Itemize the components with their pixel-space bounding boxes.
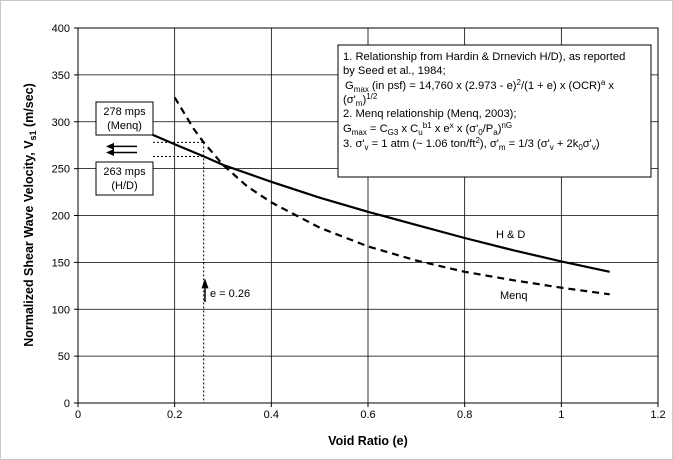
- menq-value-box: 278 mps (Menq): [95, 101, 154, 136]
- menq-series-label: Menq: [500, 290, 528, 302]
- note-3-line: 3. σ'v = 1 atm (~ 1.06 ton/ft2), σ'm = 1…: [343, 136, 600, 152]
- menq-box-value: 278 mps: [103, 106, 146, 118]
- note-1-formula: Gmax (in psf) = 14,760 x (2.973 - e)2/(1…: [345, 78, 614, 94]
- hd-value-arrow: [106, 148, 137, 156]
- hd-series-label: H & D: [496, 229, 525, 241]
- e-marker-arrow: [201, 278, 209, 302]
- x-axis-title: Void Ratio (e): [328, 434, 408, 448]
- hd-value-box: 263 mps (H/D): [95, 161, 154, 196]
- note-2-line-1: 2. Menq relationship (Menq, 2003);: [343, 108, 517, 120]
- x-tick-label: 1: [558, 409, 564, 421]
- tick-labels: 0 0.2 0.4 0.6 0.8 1 1.2 0 50 100 150 200 250 300 350 40…: [52, 23, 666, 421]
- note-1-line-1: 1. Relationship from Hardin & Drnevich H…: [343, 51, 625, 63]
- e-marker-label: e = 0.26: [210, 288, 250, 300]
- y-tick-label: 250: [52, 164, 70, 176]
- note-1-formula-cont: (σ'm)1/2: [343, 92, 378, 108]
- series-line-menq: [173, 96, 610, 296]
- menq-value-arrow: [106, 142, 137, 150]
- y-tick-label: 100: [52, 304, 70, 316]
- note-2-formula: Gmax = CG3 x Cub1 x ex x (σ'0/Pa)nG: [343, 121, 512, 137]
- y-tick-label: 50: [58, 351, 70, 363]
- x-tick-label: 0.6: [360, 409, 375, 421]
- hd-box-source: (H/D): [111, 180, 137, 192]
- hd-box-value: 263 mps: [103, 166, 146, 178]
- y-tick-label: 150: [52, 257, 70, 269]
- menq-box-source: (Menq): [107, 120, 142, 132]
- notes-box: 1. Relationship from Hardin & Drnevich H…: [337, 44, 652, 178]
- series-layer: [150, 96, 610, 296]
- y-tick-label: 0: [64, 398, 70, 410]
- y-tick-label: 350: [52, 70, 70, 82]
- x-tick-label: 0: [75, 409, 81, 421]
- x-tick-label: 0.2: [167, 409, 182, 421]
- note-1-line-2: by Seed et al., 1984;: [343, 65, 446, 77]
- x-tick-label: 0.4: [264, 409, 279, 421]
- y-tick-label: 200: [52, 211, 70, 223]
- series-line-h-d: [150, 132, 610, 273]
- y-tick-label: 300: [52, 117, 70, 129]
- y-tick-label: 400: [52, 23, 70, 35]
- x-tick-label: 1.2: [650, 409, 665, 421]
- x-tick-label: 0.8: [457, 409, 472, 421]
- y-axis-title: Normalized Shear Wave Velocity, Vs1 (m/s…: [22, 83, 38, 347]
